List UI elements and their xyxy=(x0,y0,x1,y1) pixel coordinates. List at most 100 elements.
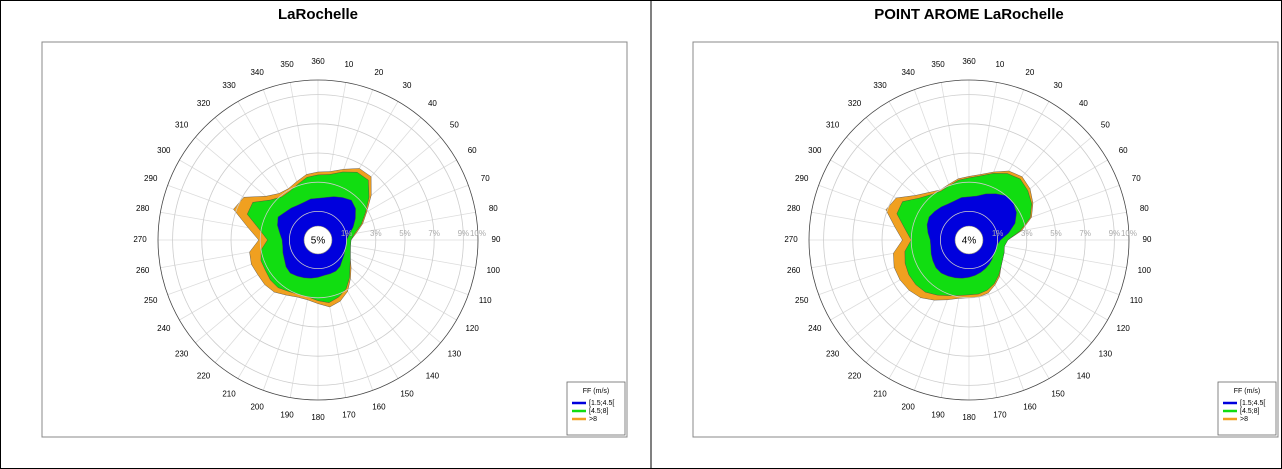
direction-label: 10 xyxy=(995,60,1004,69)
grid-circle xyxy=(201,123,435,357)
direction-label: 220 xyxy=(848,371,862,380)
direction-label: 320 xyxy=(848,99,862,108)
direction-label: 190 xyxy=(280,410,294,419)
legend-box xyxy=(566,381,626,436)
direction-label: 320 xyxy=(197,99,211,108)
direction-label: 60 xyxy=(468,146,477,155)
direction-label: 170 xyxy=(993,410,1007,419)
direction-label: 160 xyxy=(1023,402,1037,411)
direction-label: 360 xyxy=(311,57,325,66)
direction-label: 80 xyxy=(1140,204,1149,213)
radial-tick-label: 7% xyxy=(428,229,440,238)
chart-title: LaRochelle xyxy=(278,6,358,23)
direction-label: 180 xyxy=(962,413,976,422)
direction-label: 110 xyxy=(479,296,492,305)
direction-label: 130 xyxy=(1099,350,1113,359)
direction-label: 90 xyxy=(1143,235,1152,244)
direction-label: 350 xyxy=(280,60,294,69)
direction-label: 360 xyxy=(962,57,976,66)
calm-hole xyxy=(954,225,984,255)
legend-label: [1.5;4.5[ xyxy=(589,400,614,407)
direction-label: 80 xyxy=(489,204,498,213)
direction-label: 30 xyxy=(403,81,412,90)
radial-tick-label: 5% xyxy=(1050,229,1062,238)
direction-label: 170 xyxy=(342,410,356,419)
direction-label: 120 xyxy=(465,324,479,333)
legend-box xyxy=(1217,381,1277,436)
direction-label: 150 xyxy=(1051,389,1065,398)
direction-label: 210 xyxy=(222,389,236,398)
radial-tick-label: 10% xyxy=(470,229,486,238)
grid-circle xyxy=(157,79,479,401)
direction-label: 300 xyxy=(808,146,822,155)
direction-label: 210 xyxy=(873,389,887,398)
radial-tick-label: 1% xyxy=(341,229,353,238)
grid-circle xyxy=(881,152,1057,328)
direction-label: 70 xyxy=(1132,174,1141,183)
direction-label: 260 xyxy=(787,266,801,275)
direction-label: 200 xyxy=(250,402,264,411)
direction-label: 180 xyxy=(311,413,325,422)
direction-label: 220 xyxy=(197,371,211,380)
legend-title: FF (m/s) xyxy=(583,388,609,395)
radial-tick-label: 10% xyxy=(1121,229,1137,238)
direction-label: 330 xyxy=(222,81,236,90)
direction-label: 20 xyxy=(1025,68,1034,77)
legend-label: [4.5;8] xyxy=(589,408,609,415)
grid-circle xyxy=(823,94,1115,386)
direction-label: 10 xyxy=(344,60,353,69)
direction-label: 40 xyxy=(428,99,437,108)
radial-tick-label: 5% xyxy=(399,229,411,238)
grid-circle xyxy=(288,210,347,269)
radial-tick-label: 9% xyxy=(458,229,470,238)
direction-label: 130 xyxy=(448,350,462,359)
direction-label: 100 xyxy=(487,266,501,275)
direction-label: 40 xyxy=(1079,99,1088,108)
direction-label: 280 xyxy=(787,204,801,213)
direction-label: 50 xyxy=(1101,121,1110,130)
direction-label: 100 xyxy=(1138,266,1152,275)
direction-label: 310 xyxy=(175,121,189,130)
radial-tick-label: 3% xyxy=(370,229,382,238)
legend-label: >8 xyxy=(589,416,597,423)
legend-label: >8 xyxy=(1240,416,1248,423)
direction-label: 60 xyxy=(1119,146,1128,155)
plot-frame xyxy=(692,41,1279,438)
direction-label: 160 xyxy=(372,402,386,411)
direction-label: 340 xyxy=(901,68,915,77)
grid-circle xyxy=(259,181,377,299)
grid-circle xyxy=(852,123,1086,357)
direction-label: 50 xyxy=(450,121,459,130)
direction-label: 70 xyxy=(481,174,490,183)
chart-title: POINT AROME LaRochelle xyxy=(874,6,1063,23)
grid-circle xyxy=(939,210,998,269)
calm-label: 4% xyxy=(962,236,977,247)
direction-label: 120 xyxy=(1116,324,1130,333)
direction-label: 340 xyxy=(250,68,264,77)
grid-circle xyxy=(910,181,1028,299)
grid-circle xyxy=(230,152,406,328)
direction-label: 230 xyxy=(175,350,189,359)
direction-label: 300 xyxy=(157,146,171,155)
direction-label: 250 xyxy=(144,296,158,305)
legend-title: FF (m/s) xyxy=(1234,388,1260,395)
direction-label: 140 xyxy=(1077,371,1091,380)
plot-frame xyxy=(41,41,628,438)
legend-label: [4.5;8] xyxy=(1240,408,1260,415)
direction-label: 260 xyxy=(136,266,150,275)
radial-tick-label: 9% xyxy=(1109,229,1121,238)
direction-label: 280 xyxy=(136,204,150,213)
calm-hole xyxy=(303,225,333,255)
radial-tick-label: 3% xyxy=(1021,229,1033,238)
grid-circle xyxy=(172,94,464,386)
panel: LaRochelle 10 20 30 40 50 60 70 80 90 100 110 120 130… xyxy=(41,6,628,438)
direction-label: 330 xyxy=(873,81,887,90)
panel: POINT AROME LaRochelle 10 20 30 40 50 60 70 80 90… xyxy=(692,6,1279,438)
direction-label: 290 xyxy=(795,174,809,183)
direction-label: 250 xyxy=(795,296,809,305)
direction-label: 270 xyxy=(784,235,798,244)
direction-label: 90 xyxy=(492,235,501,244)
legend-label: [1.5;4.5[ xyxy=(1240,400,1265,407)
direction-label: 150 xyxy=(400,389,414,398)
direction-label: 200 xyxy=(901,402,915,411)
